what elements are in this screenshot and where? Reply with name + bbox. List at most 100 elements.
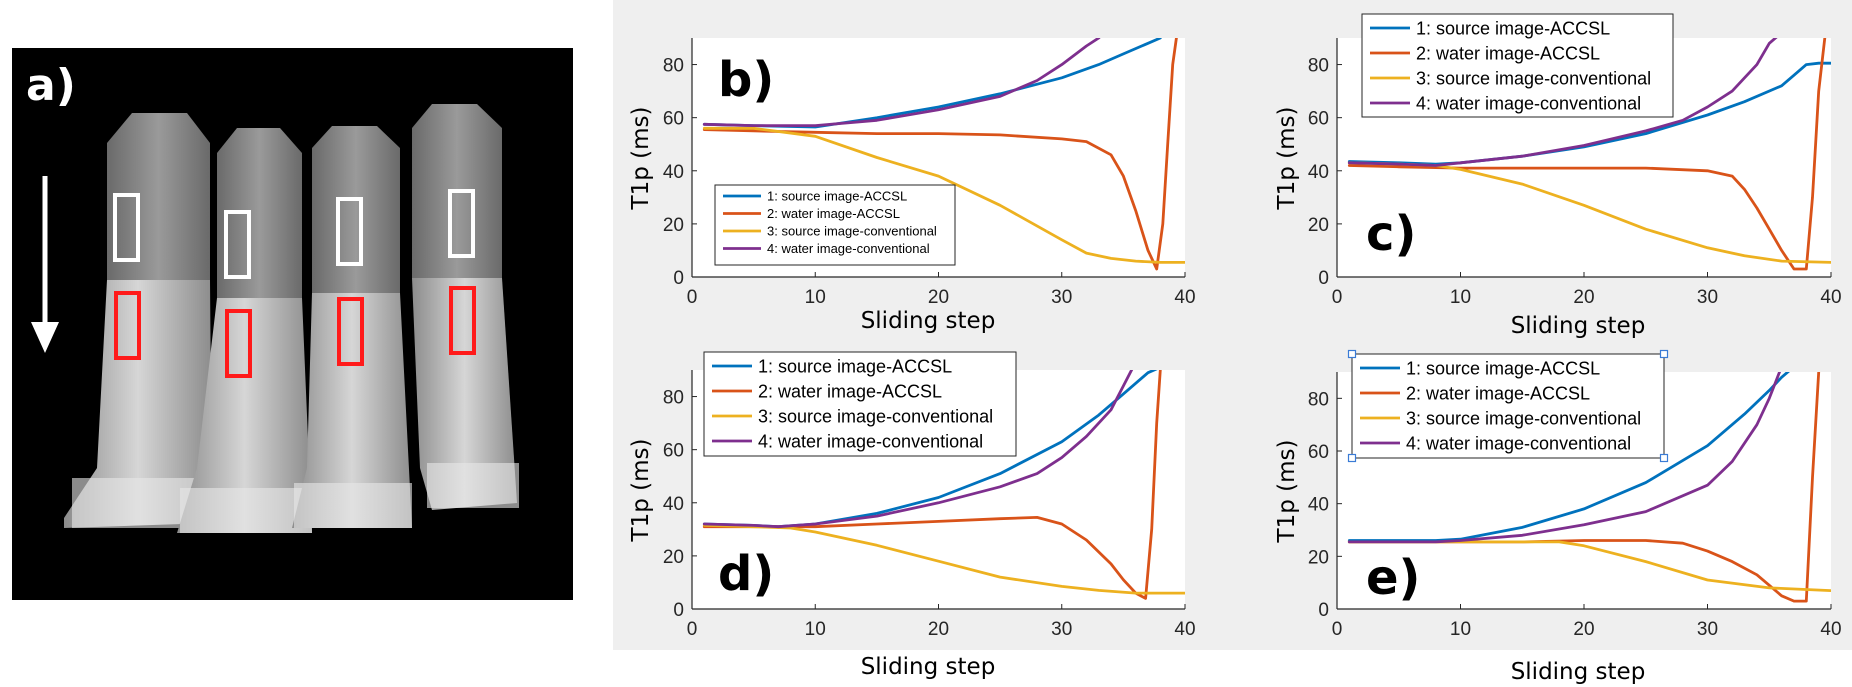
- y-tick-label: 0: [673, 268, 684, 289]
- legend-entry-4: 4: water image-conventional: [1416, 93, 1641, 113]
- y-tick-label: 60: [1308, 109, 1329, 130]
- legend-entry-2: 2: water image-ACCSL: [758, 381, 942, 401]
- legend: 1: source image-ACCSL 2: water image-ACCS…: [1347, 349, 1669, 463]
- x-tick-label: 30: [1051, 287, 1072, 308]
- x-tick-label: 40: [1174, 287, 1195, 308]
- y-axis-label: T1p (ms): [1274, 440, 1300, 544]
- series-line-3: [702, 126, 1185, 264]
- y-tick-label: 20: [1308, 215, 1329, 236]
- legend-entry-3: 3: source image-conventional: [1406, 408, 1641, 428]
- x-tick-label: 10: [805, 287, 826, 308]
- x-tick-label: 40: [1820, 619, 1841, 640]
- y-tick-label: 80: [1308, 56, 1329, 77]
- upper-roi-4: [448, 189, 475, 258]
- x-tick-label: 10: [805, 619, 826, 640]
- phantom-mri-svg: a): [26, 60, 519, 533]
- legend-box: [714, 184, 956, 266]
- tube-1: [64, 113, 212, 528]
- y-axis-label: T1p (ms): [628, 439, 654, 543]
- panel-label: d): [718, 546, 774, 602]
- y-tick-label: 60: [663, 109, 684, 130]
- y-tick-label: 60: [663, 441, 684, 462]
- series-line-4: [1347, 38, 1778, 167]
- x-axis-label: Sliding step: [1511, 659, 1646, 685]
- y-tick-label: 20: [1308, 547, 1329, 568]
- legend: 1: source image-ACCSL 2: water image-ACCS…: [714, 184, 956, 266]
- x-tick-label: 20: [928, 287, 949, 308]
- y-tick-label: 20: [663, 215, 684, 236]
- y-tick-label: 40: [663, 162, 684, 183]
- legend-entry-1: 1: source image-ACCSL: [1416, 18, 1610, 38]
- legend-entry-4: 4: water image-conventional: [1406, 433, 1631, 453]
- legend-entry-1: 1: source image-ACCSL: [1406, 358, 1600, 378]
- y-tick-label: 80: [663, 56, 684, 77]
- x-tick-label: 0: [1332, 287, 1343, 308]
- y-tick-label: 0: [1318, 600, 1329, 621]
- x-tick-label: 40: [1820, 287, 1841, 308]
- panel-label: c): [1366, 206, 1416, 262]
- tube-2: [177, 128, 312, 533]
- y-tick-label: 80: [663, 388, 684, 409]
- legend: 1: source image-ACCSL 2: water image-ACCS…: [703, 351, 1017, 457]
- upper-roi-3: [336, 197, 363, 266]
- y-tick-label: 40: [663, 494, 684, 515]
- legend-selection-handle: [1659, 349, 1669, 359]
- lower-roi-2: [225, 309, 252, 378]
- y-tick-label: 40: [1308, 495, 1329, 516]
- legend-selection-handle: [1347, 453, 1357, 463]
- x-tick-label: 30: [1051, 619, 1072, 640]
- x-tick-label: 0: [1332, 619, 1343, 640]
- y-axis-label: T1p (ms): [1274, 107, 1300, 211]
- y-tick-label: 60: [1308, 442, 1329, 463]
- panel-a-label: a): [26, 60, 76, 111]
- x-axis-label: Sliding step: [861, 654, 996, 680]
- chart-e: 0 10 20 30 40 0 20 40 60 80 Sliding step T1p (ms) e)…: [1274, 349, 1842, 685]
- upper-roi-2: [224, 210, 251, 279]
- legend-selection-handle: [1347, 349, 1357, 359]
- legend-entry-4: 4: water image-conventional: [767, 241, 930, 256]
- sliding-direction-arrow-head: [31, 322, 59, 353]
- y-tick-label: 0: [1318, 268, 1329, 289]
- series-line-4: [702, 370, 1134, 529]
- legend: 1: source image-ACCSL 2: water image-ACCS…: [1361, 13, 1674, 118]
- y-axis-label: T1p (ms): [628, 107, 654, 211]
- y-tick-label: 20: [663, 547, 684, 568]
- legend-entry-2: 2: water image-ACCSL: [1416, 43, 1600, 63]
- x-tick-label: 30: [1697, 287, 1718, 308]
- chart-b: 0 10 20 30 40 0 20 40 60 80 Sliding step T1p (ms) b)…: [628, 38, 1196, 334]
- chart-c: 0 10 20 30 40 0 20 40 60 80 Sliding step T1p (ms) c)…: [1274, 13, 1842, 339]
- chart-d: 0 10 20 30 40 0 20 40 60 80 Sliding step T1p (ms) d)…: [628, 351, 1196, 680]
- legend-entry-2: 2: water image-ACCSL: [767, 206, 900, 221]
- x-tick-label: 0: [687, 619, 698, 640]
- series-line-2: [702, 38, 1178, 271]
- x-tick-label: 10: [1450, 619, 1471, 640]
- panel-label: b): [718, 52, 774, 108]
- legend-entry-1: 1: source image-ACCSL: [758, 356, 952, 376]
- lower-roi-1: [114, 291, 141, 360]
- x-tick-label: 20: [1573, 619, 1594, 640]
- x-tick-label: 10: [1450, 287, 1471, 308]
- lower-roi-4: [449, 286, 476, 355]
- legend-box: [703, 351, 1017, 457]
- legend-entry-4: 4: water image-conventional: [758, 431, 983, 451]
- legend-box: [1361, 13, 1674, 118]
- legend-entry-3: 3: source image-conventional: [1416, 68, 1651, 88]
- legend-entry-3: 3: source image-conventional: [758, 406, 993, 426]
- panel-label: e): [1366, 550, 1421, 606]
- legend-entry-3: 3: source image-conventional: [767, 224, 937, 239]
- x-tick-label: 20: [1573, 287, 1594, 308]
- lower-roi-3: [337, 297, 364, 366]
- tube-3: [292, 126, 412, 528]
- x-axis-label: Sliding step: [861, 308, 996, 334]
- legend-entry-2: 2: water image-ACCSL: [1406, 383, 1590, 403]
- x-tick-label: 40: [1174, 619, 1195, 640]
- x-tick-label: 20: [928, 619, 949, 640]
- series-line-4: [702, 38, 1101, 127]
- series-line-2: [1347, 38, 1827, 271]
- legend-box: [1351, 353, 1665, 459]
- x-axis-label: Sliding step: [1511, 313, 1646, 339]
- upper-roi-1: [113, 193, 140, 262]
- y-tick-label: 0: [673, 600, 684, 621]
- y-tick-label: 80: [1308, 389, 1329, 410]
